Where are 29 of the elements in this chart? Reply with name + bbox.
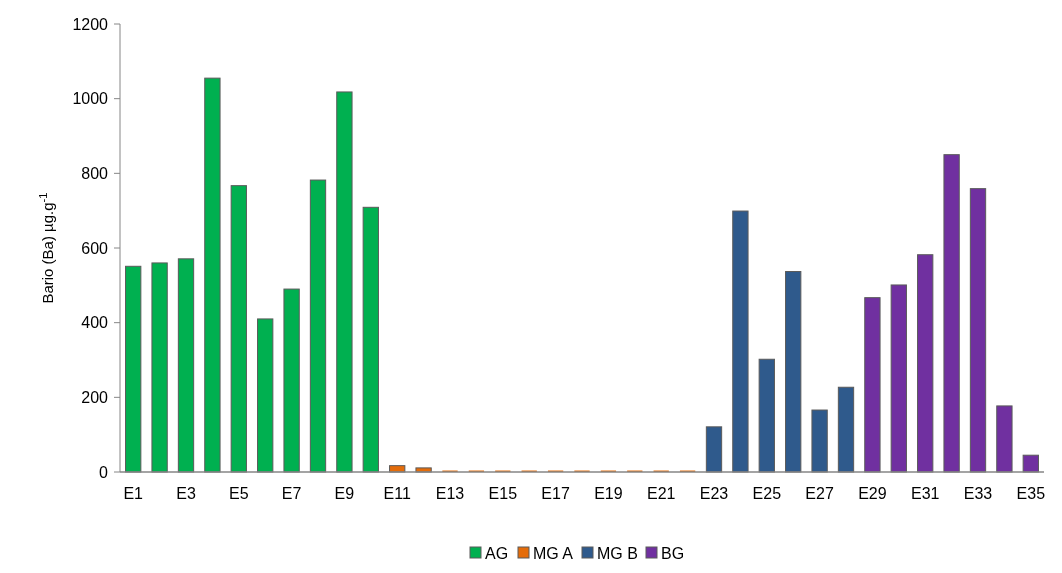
y-tick-label: 800 (81, 164, 109, 182)
x-tick-label: E29 (858, 485, 887, 502)
legend-label: MG A (533, 544, 574, 562)
x-tick-label: E35 (1016, 485, 1046, 502)
x-tick-label: E19 (594, 485, 623, 502)
x-tick-label: E11 (383, 485, 411, 502)
legend-label: BG (661, 544, 685, 562)
y-tick-label: 1200 (72, 15, 109, 33)
x-tick-label: E17 (541, 485, 570, 502)
x-tick-label: E31 (910, 485, 940, 502)
x-tick-label: E27 (805, 485, 834, 502)
x-tick-label: E13 (435, 485, 465, 502)
x-tick-label: E1 (123, 485, 144, 502)
y-tick-label: 400 (81, 314, 109, 332)
x-tick-label: E21 (646, 485, 676, 502)
x-tick-label: E23 (699, 485, 729, 502)
y-tick-label: 0 (99, 463, 109, 481)
x-tick-label: E5 (229, 485, 249, 502)
legend-label: MG B (597, 544, 638, 562)
x-tick-label: E33 (963, 485, 993, 502)
y-tick-label: 600 (81, 239, 109, 257)
y-tick-label: 200 (81, 388, 109, 406)
x-tick-label: E9 (334, 485, 355, 502)
x-tick-label: E15 (488, 485, 518, 502)
x-tick-label: E25 (752, 485, 782, 502)
x-tick-label: E7 (281, 485, 302, 502)
y-tick-label: 1000 (72, 90, 109, 108)
x-tick-label: E3 (176, 485, 196, 502)
legend-label: AG (485, 544, 509, 562)
